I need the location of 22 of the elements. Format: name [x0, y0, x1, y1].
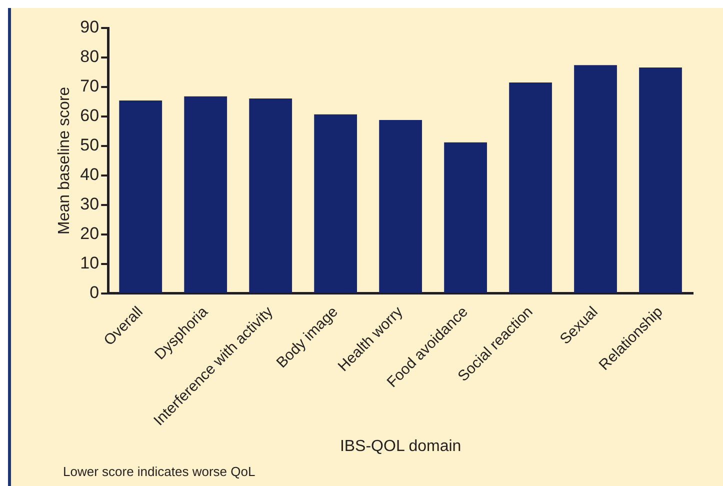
bar [314, 114, 358, 293]
y-tick-label: 0 [90, 282, 100, 302]
bar [509, 82, 552, 293]
y-tick-label: 80 [80, 47, 100, 66]
bar [249, 98, 292, 293]
x-axis-title: IBS-QOL domain [340, 438, 462, 455]
y-tick-label: 20 [80, 224, 100, 244]
bar [184, 96, 228, 293]
bar [119, 100, 162, 293]
bar [444, 142, 487, 293]
bar [574, 65, 617, 293]
bar [379, 120, 422, 293]
text: Lower score indicates worse QoL [63, 464, 256, 479]
y-tick-label: 60 [80, 106, 100, 126]
y-tick-label: 10 [80, 254, 100, 273]
bar [639, 68, 682, 293]
y-tick-label: 70 [80, 76, 100, 96]
y-tick-label: 90 [80, 18, 100, 37]
y-tick-label: 50 [80, 136, 100, 155]
y-tick-label: 40 [80, 165, 100, 184]
y-axis-title: Mean baseline score [56, 86, 74, 234]
y-tick-label: 30 [80, 194, 100, 214]
